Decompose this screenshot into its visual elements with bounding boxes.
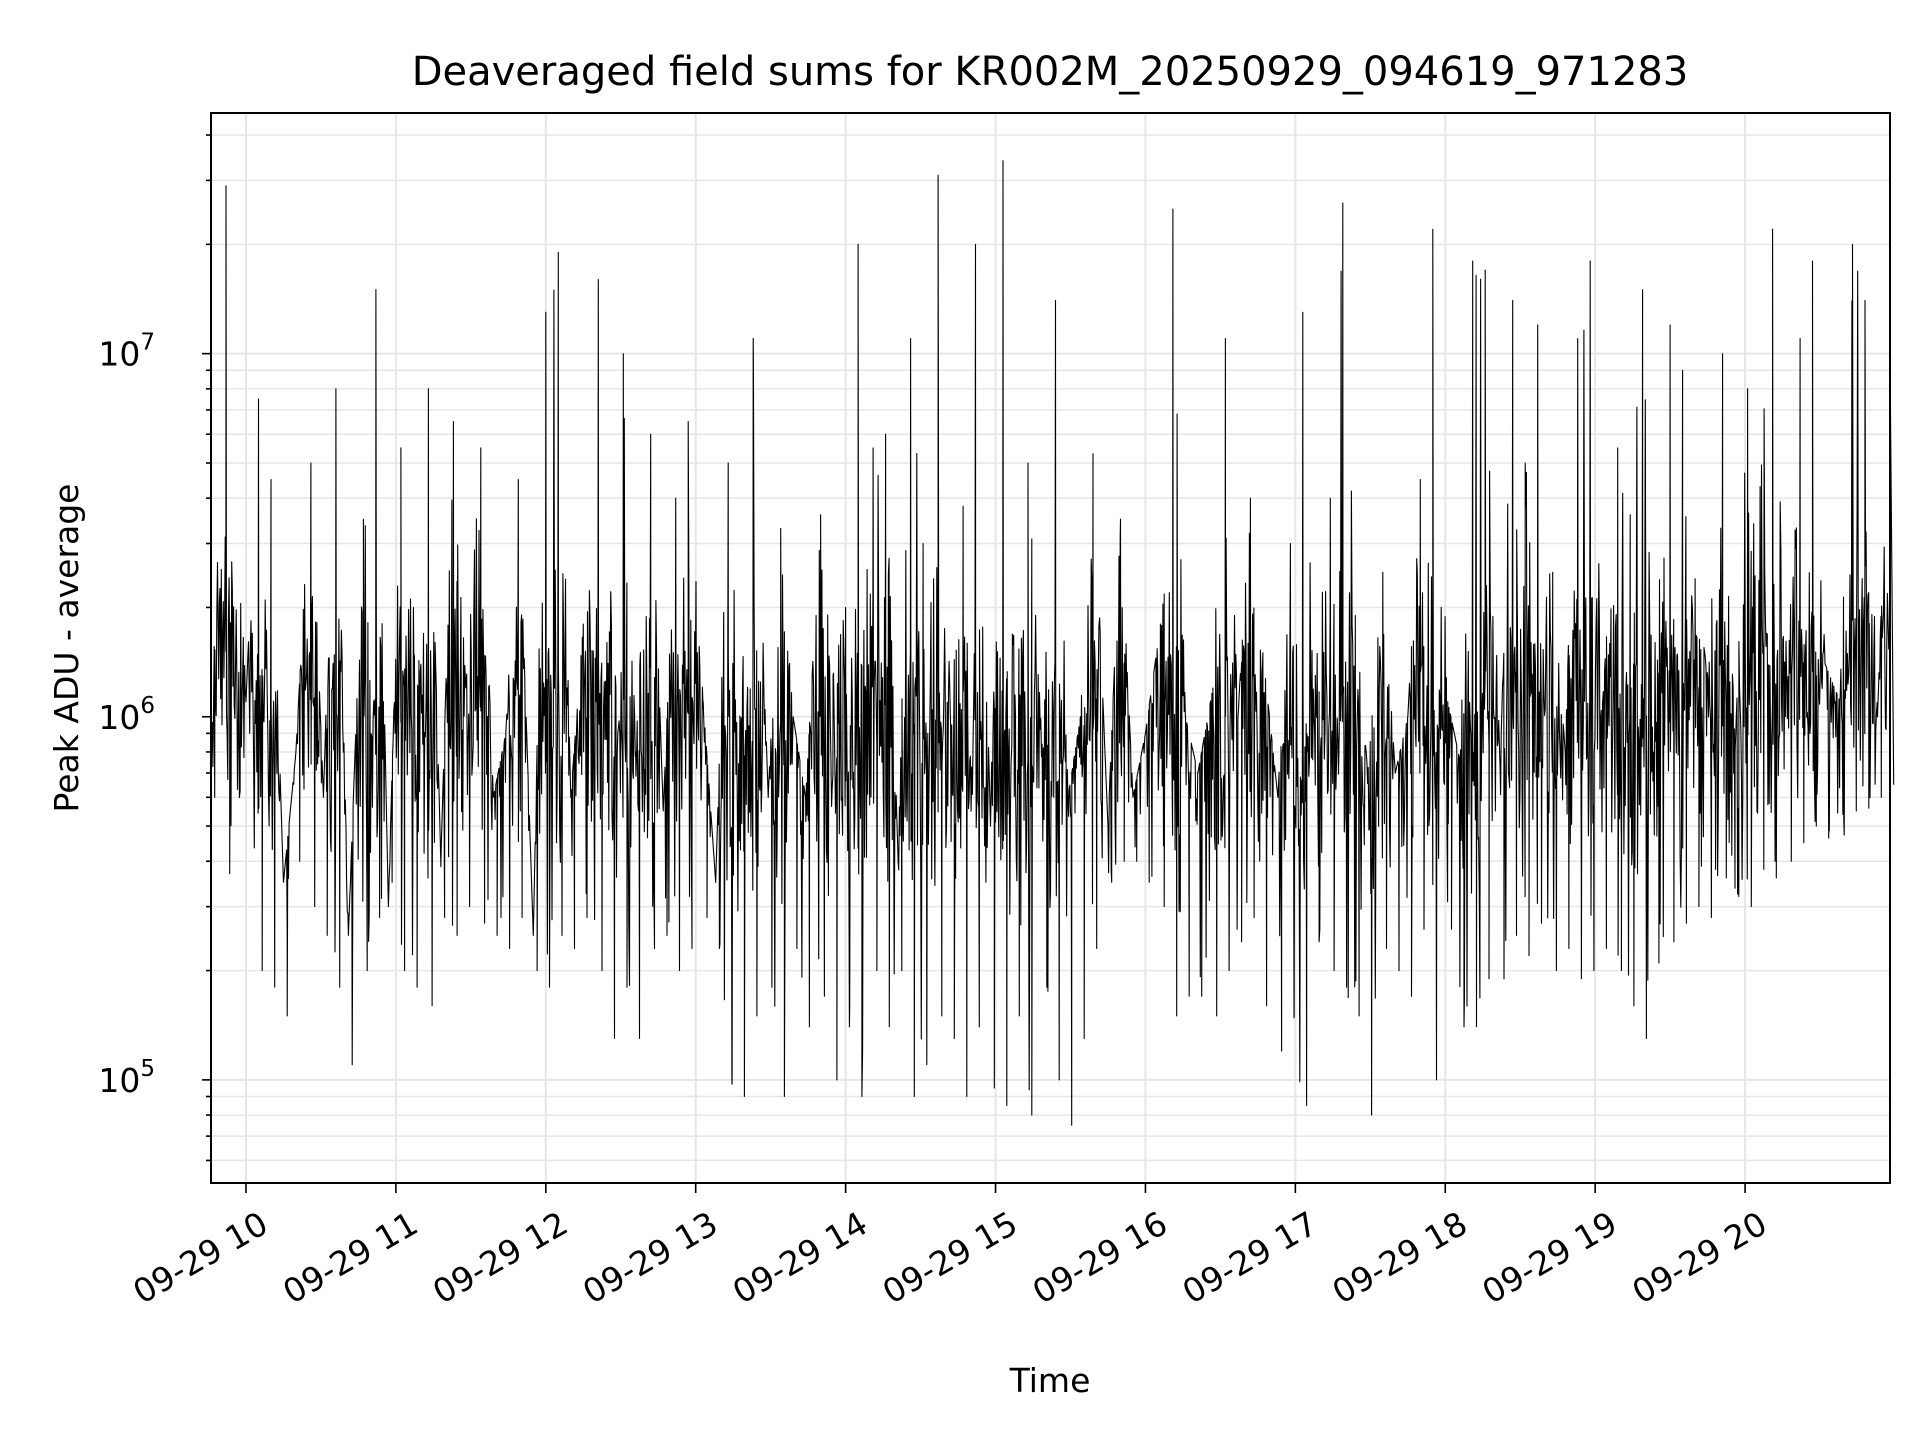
y-tick-exponent: 5 [140, 1056, 155, 1082]
y-tick-exponent: 7 [140, 330, 155, 356]
y-axis-label: Peak ADU - average [47, 484, 86, 813]
plot-area-background [211, 113, 1890, 1183]
y-tick-label: 105 [98, 1056, 155, 1100]
series-layer [210, 160, 1895, 1126]
series-line [210, 160, 1895, 1126]
y-tick-exponent: 6 [140, 693, 155, 719]
y-tick-base: 10 [98, 698, 140, 737]
x-axis-label: Time [1009, 1361, 1091, 1400]
y-tick-base: 10 [98, 335, 140, 374]
chart-title: Deaveraged field sums for KR002M_2025092… [412, 49, 1689, 95]
y-tick-label: 107 [98, 330, 155, 374]
plot-frame [210, 112, 1891, 1184]
y-tick-label: 106 [98, 693, 155, 737]
y-tick-base: 10 [98, 1061, 140, 1100]
